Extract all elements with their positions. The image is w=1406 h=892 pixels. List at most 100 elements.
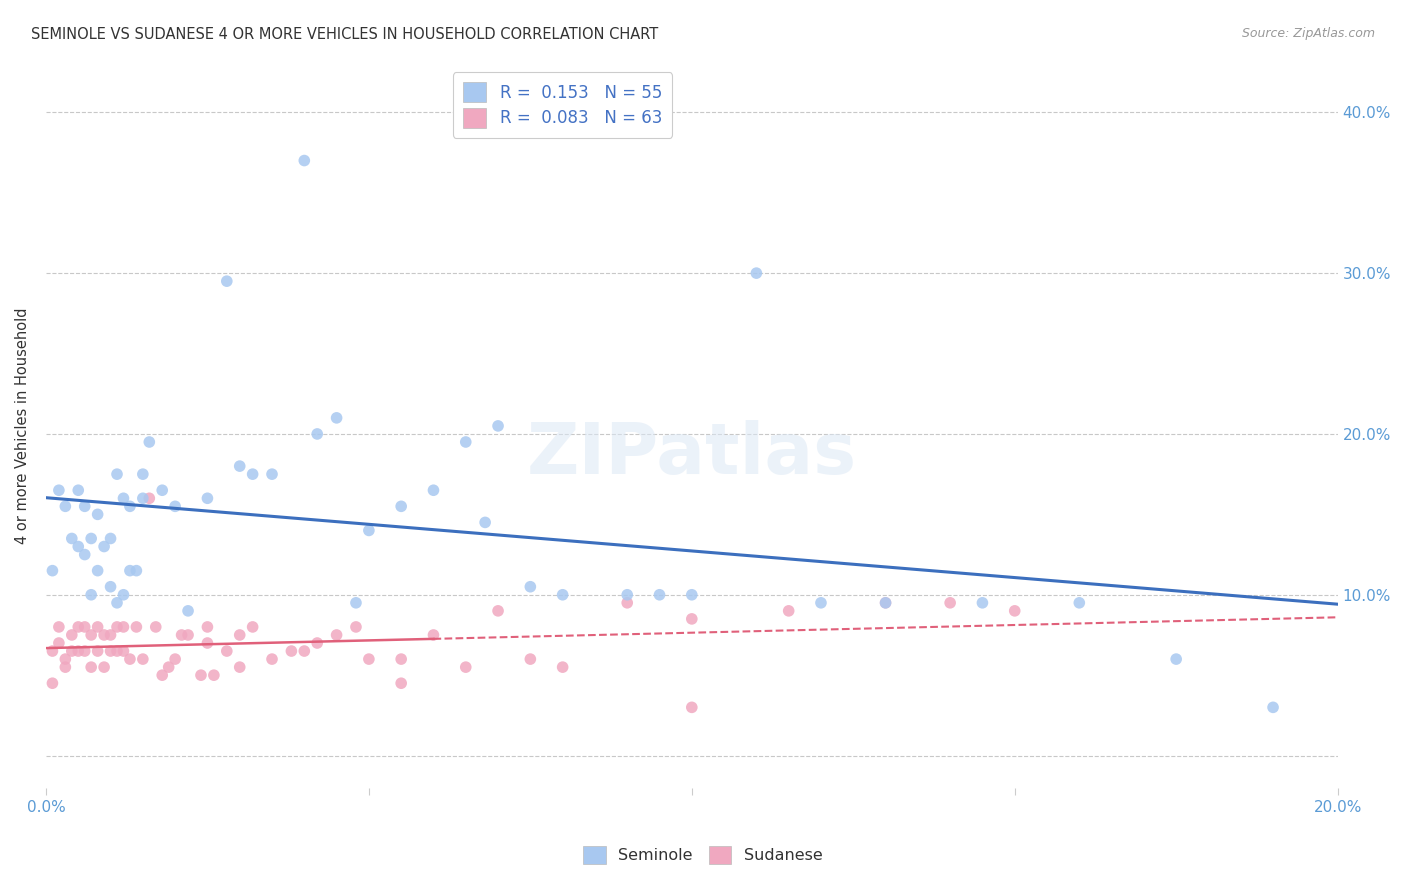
Point — [474, 516, 496, 530]
Point — [41, 564, 63, 578]
Point — [48, 483, 70, 498]
Point — [100, 644, 122, 658]
Point — [307, 636, 329, 650]
Point — [67, 540, 90, 554]
Point — [422, 628, 444, 642]
Point — [357, 524, 380, 538]
Legend: R =  0.153   N = 55, R =  0.083   N = 63: R = 0.153 N = 55, R = 0.083 N = 63 — [453, 72, 672, 137]
Point — [519, 580, 541, 594]
Point — [145, 620, 167, 634]
Point — [53, 652, 76, 666]
Point — [616, 588, 638, 602]
Point — [454, 660, 477, 674]
Point — [60, 532, 83, 546]
Point — [681, 612, 703, 626]
Point — [215, 644, 238, 658]
Point — [48, 620, 70, 634]
Point — [190, 668, 212, 682]
Point — [681, 588, 703, 602]
Point — [86, 564, 108, 578]
Point — [105, 467, 128, 482]
Point — [73, 644, 96, 658]
Point — [60, 644, 83, 658]
Text: ZIPatlas: ZIPatlas — [527, 420, 856, 490]
Point — [67, 620, 90, 634]
Point — [112, 588, 135, 602]
Point — [105, 620, 128, 634]
Point — [1069, 596, 1091, 610]
Point — [150, 668, 173, 682]
Point — [389, 676, 412, 690]
Y-axis label: 4 or more Vehicles in Household: 4 or more Vehicles in Household — [15, 308, 30, 544]
Point — [228, 660, 250, 674]
Point — [242, 620, 264, 634]
Point — [132, 491, 155, 506]
Point — [389, 500, 412, 514]
Point — [551, 660, 574, 674]
Point — [100, 628, 122, 642]
Point — [93, 660, 115, 674]
Point — [118, 652, 141, 666]
Point — [105, 596, 128, 610]
Point — [486, 604, 509, 618]
Point — [93, 540, 115, 554]
Point — [875, 596, 897, 610]
Point — [118, 564, 141, 578]
Legend: Seminole, Sudanese: Seminole, Sudanese — [576, 839, 830, 871]
Point — [60, 628, 83, 642]
Point — [138, 491, 160, 506]
Point — [100, 580, 122, 594]
Point — [80, 660, 103, 674]
Point — [53, 660, 76, 674]
Point — [125, 564, 148, 578]
Point — [53, 500, 76, 514]
Point — [648, 588, 671, 602]
Point — [292, 153, 315, 168]
Point — [422, 483, 444, 498]
Point — [73, 620, 96, 634]
Point — [125, 620, 148, 634]
Point — [132, 467, 155, 482]
Point — [939, 596, 962, 610]
Point — [344, 620, 367, 634]
Point — [157, 660, 180, 674]
Point — [165, 500, 187, 514]
Point — [165, 652, 187, 666]
Point — [875, 596, 897, 610]
Point — [112, 491, 135, 506]
Point — [112, 620, 135, 634]
Point — [616, 596, 638, 610]
Point — [177, 628, 200, 642]
Point — [73, 548, 96, 562]
Point — [170, 628, 193, 642]
Point — [150, 483, 173, 498]
Point — [1166, 652, 1188, 666]
Point — [197, 620, 219, 634]
Point — [215, 274, 238, 288]
Point — [80, 588, 103, 602]
Point — [389, 652, 412, 666]
Point — [228, 459, 250, 474]
Point — [486, 418, 509, 433]
Point — [745, 266, 768, 280]
Point — [73, 500, 96, 514]
Point — [138, 435, 160, 450]
Point — [177, 604, 200, 618]
Point — [260, 652, 283, 666]
Point — [112, 644, 135, 658]
Point — [810, 596, 832, 610]
Point — [202, 668, 225, 682]
Point — [778, 604, 800, 618]
Point — [325, 628, 347, 642]
Point — [41, 644, 63, 658]
Point — [105, 644, 128, 658]
Point — [197, 491, 219, 506]
Point — [454, 435, 477, 450]
Point — [1004, 604, 1026, 618]
Point — [67, 483, 90, 498]
Point — [86, 620, 108, 634]
Point — [86, 508, 108, 522]
Point — [41, 676, 63, 690]
Point — [280, 644, 302, 658]
Point — [260, 467, 283, 482]
